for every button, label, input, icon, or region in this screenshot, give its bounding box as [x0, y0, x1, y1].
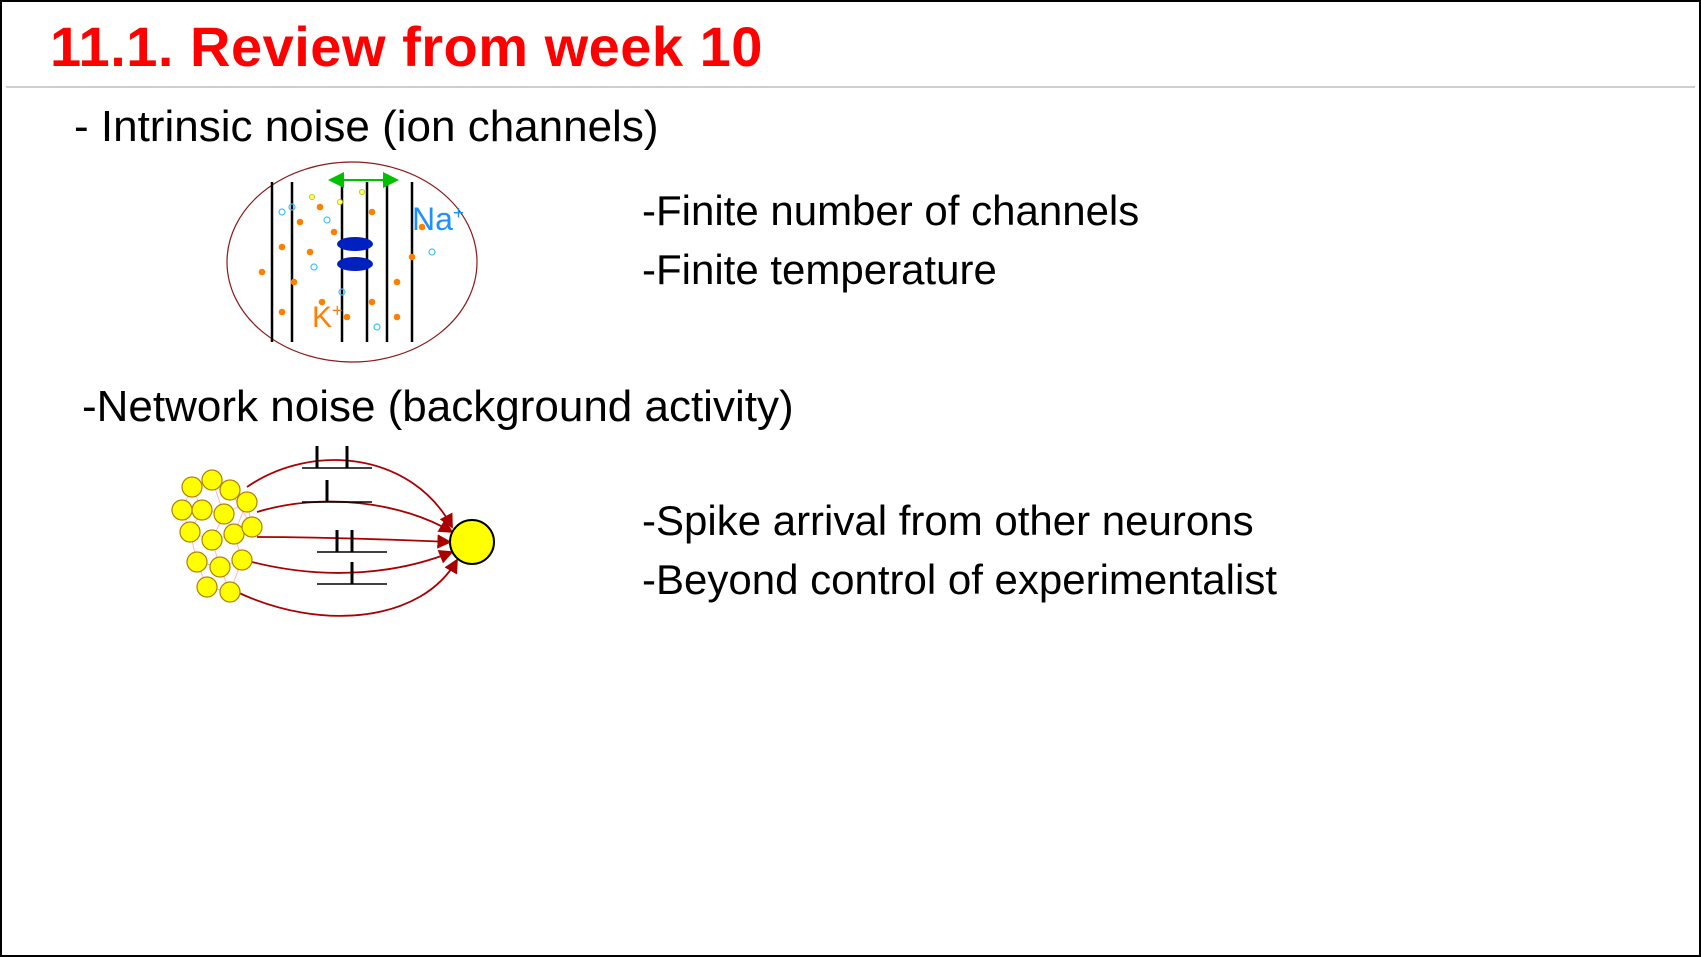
ion-channel-diagram: Na+ K+ — [222, 152, 522, 372]
bullet-network: -Network noise (background activity) — [82, 382, 794, 432]
svg-text:K+: K+ — [312, 301, 343, 335]
intrinsic-side-text: -Finite number of channels -Finite tempe… — [642, 182, 1139, 300]
svg-text:Na+: Na+ — [412, 201, 464, 237]
title-underline — [6, 86, 1695, 88]
intrinsic-line-2: -Finite temperature — [642, 241, 1139, 300]
intrinsic-line-1: -Finite number of channels — [642, 182, 1139, 241]
slide: 11.1. Review from week 10 - Intrinsic no… — [0, 0, 1701, 957]
network-line-1: -Spike arrival from other neurons — [642, 492, 1277, 551]
network-side-text: -Spike arrival from other neurons -Beyon… — [642, 492, 1277, 610]
network-diagram — [152, 432, 552, 632]
network-line-2: -Beyond control of experimentalist — [642, 551, 1277, 610]
bullet-intrinsic: - Intrinsic noise (ion channels) — [74, 102, 658, 152]
slide-title: 11.1. Review from week 10 — [50, 14, 763, 79]
